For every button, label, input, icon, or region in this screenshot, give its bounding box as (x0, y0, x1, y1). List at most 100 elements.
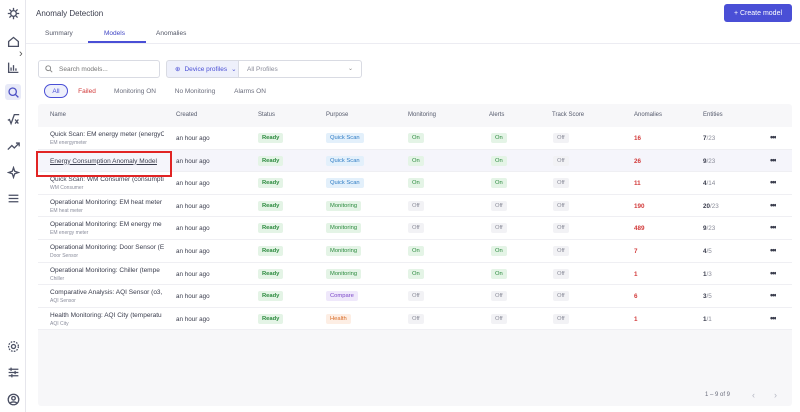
monitoring-badge[interactable]: Off (408, 223, 424, 234)
alerts-badge[interactable]: Off (491, 223, 507, 234)
entities-count: 20/23 (703, 203, 719, 210)
track-score-badge[interactable]: Off (553, 133, 569, 143)
purpose-badge: Compare (326, 291, 358, 302)
monitoring-badge[interactable]: On (408, 246, 424, 256)
monitoring-badge[interactable]: On (408, 155, 424, 166)
more-options-icon[interactable]: ••• (770, 312, 777, 323)
filter-alarms-on[interactable]: Alarms ON (234, 87, 266, 95)
anomaly-count: 26 (634, 157, 642, 165)
table-row[interactable]: Quick Scan: WM Consumer (consumptio WM C… (38, 172, 792, 195)
next-page-icon[interactable]: › (774, 390, 777, 400)
bar-chart-icon[interactable] (5, 59, 21, 75)
more-options-icon[interactable]: ••• (770, 154, 777, 165)
monitoring-badge[interactable]: Off (408, 313, 424, 324)
model-name[interactable]: Comparative Analysis: AQI Sensor (o3, t (50, 289, 164, 297)
table-row[interactable]: Health Monitoring: AQI City (temperatu A… (38, 307, 792, 331)
alerts-badge[interactable]: On (491, 178, 507, 189)
more-options-icon[interactable]: ••• (770, 177, 777, 188)
search-input[interactable] (59, 63, 155, 75)
model-name[interactable]: Operational Monitoring: EM heat meter (50, 198, 162, 206)
col-purpose[interactable]: Purpose (326, 112, 349, 118)
track-score-badge[interactable]: Off (553, 268, 569, 279)
monitoring-badge[interactable]: Off (408, 291, 424, 302)
track-score-badge[interactable]: Off (553, 155, 569, 166)
sliders-icon[interactable] (5, 364, 21, 380)
model-name[interactable]: Operational Monitoring: Door Sensor (E (50, 244, 164, 251)
user-icon[interactable] (5, 391, 21, 407)
monitoring-badge[interactable]: Off (408, 200, 424, 211)
tab-summary[interactable]: Summary (45, 30, 73, 37)
col-alerts[interactable]: Alerts (489, 112, 505, 118)
profiles-select[interactable]: All Profiles ⌄ (239, 60, 362, 78)
model-device-profile: Door Sensor (50, 253, 79, 259)
table-row[interactable]: Quick Scan: EM energy meter (energyCo EM… (38, 127, 792, 150)
sparkle-icon[interactable] (5, 164, 21, 180)
table-row[interactable]: Operational Monitoring: Chiller (tempe C… (38, 262, 792, 286)
logo-icon[interactable] (5, 5, 21, 21)
trend-icon[interactable] (5, 137, 21, 153)
tab-anomalies[interactable]: Anomalies (156, 30, 187, 37)
table-row[interactable]: Operational Monitoring: Door Sensor (E D… (38, 240, 792, 263)
model-name[interactable]: Operational Monitoring: Chiller (tempe (50, 266, 160, 274)
filter-no-monitoring[interactable]: No Monitoring (174, 87, 216, 95)
filter-all[interactable]: All (44, 84, 68, 98)
table-row[interactable]: Operational Monitoring: EM heat meter EM… (38, 194, 792, 218)
device-icon: ⊕ (175, 66, 181, 73)
track-score-badge[interactable]: Off (553, 223, 569, 234)
col-status[interactable]: Status (258, 112, 276, 118)
alerts-badge[interactable]: On (491, 246, 507, 256)
alerts-badge[interactable]: Off (491, 291, 507, 302)
col-track-score[interactable]: Track Score (552, 112, 585, 118)
more-options-icon[interactable]: ••• (770, 290, 777, 301)
more-options-icon[interactable]: ••• (770, 267, 777, 278)
model-name[interactable]: Energy Consumption Anomaly Model (50, 157, 157, 165)
gear-icon[interactable] (5, 338, 21, 354)
table-row[interactable]: Energy Consumption Anomaly Model an hour… (38, 149, 792, 173)
filter-failed[interactable]: Failed (78, 87, 96, 95)
col-anomalies[interactable]: Anomalies (634, 112, 663, 118)
monitoring-badge[interactable]: On (408, 268, 424, 279)
home-icon[interactable] (5, 33, 21, 49)
alerts-badge[interactable]: Off (491, 200, 507, 211)
alerts-badge[interactable]: On (491, 133, 507, 143)
tab-models[interactable]: Models (104, 30, 125, 37)
prev-page-icon[interactable]: ‹ (752, 390, 755, 400)
alerts-badge[interactable]: Off (491, 313, 507, 324)
col-name[interactable]: Name (50, 112, 67, 118)
filter-monitoring-on[interactable]: Monitoring ON (114, 87, 156, 95)
col-created[interactable]: Created (176, 112, 198, 118)
entities-count: 9/23 (703, 225, 715, 232)
col-monitoring[interactable]: Monitoring (408, 112, 437, 118)
pagination-info: 1 – 9 of 9 (704, 392, 730, 398)
create-model-button[interactable]: + Create model (724, 4, 792, 22)
search-nav-icon[interactable] (5, 84, 21, 100)
search-box[interactable] (38, 60, 160, 78)
model-name[interactable]: Health Monitoring: AQI City (temperatu (50, 311, 162, 319)
model-name[interactable]: Quick Scan: EM energy meter (energyCo (50, 131, 164, 138)
more-options-icon[interactable]: ••• (770, 199, 777, 210)
created-time: an hour ago (176, 270, 210, 278)
more-options-icon[interactable]: ••• (770, 245, 777, 255)
sqrt-icon[interactable] (5, 111, 21, 127)
monitoring-badge[interactable]: On (408, 133, 424, 143)
track-score-badge[interactable]: Off (553, 200, 569, 211)
menu-icon[interactable] (5, 190, 21, 206)
table-row[interactable]: Comparative Analysis: AQI Sensor (o3, t … (38, 285, 792, 308)
more-options-icon[interactable]: ••• (770, 222, 777, 233)
table-row[interactable]: Operational Monitoring: EM energy me EM … (38, 217, 792, 240)
alerts-badge[interactable]: On (491, 268, 507, 279)
device-profiles-button[interactable]: ⊕ Device profiles ⌄ (166, 60, 239, 78)
entities-total: /23 (710, 202, 719, 210)
track-score-badge[interactable]: Off (553, 291, 569, 302)
track-score-badge[interactable]: Off (553, 178, 569, 189)
status-badge: Ready (258, 291, 284, 302)
track-score-badge[interactable]: Off (553, 246, 569, 256)
model-name[interactable]: Quick Scan: WM Consumer (consumptio (50, 176, 164, 184)
expand-sidebar-icon[interactable]: › (19, 48, 23, 60)
monitoring-badge[interactable]: On (408, 178, 424, 189)
alerts-badge[interactable]: On (491, 155, 507, 166)
model-name[interactable]: Operational Monitoring: EM energy me (50, 221, 162, 229)
col-entities[interactable]: Entities (703, 112, 723, 118)
track-score-badge[interactable]: Off (553, 313, 569, 324)
more-options-icon[interactable]: ••• (770, 132, 777, 142)
